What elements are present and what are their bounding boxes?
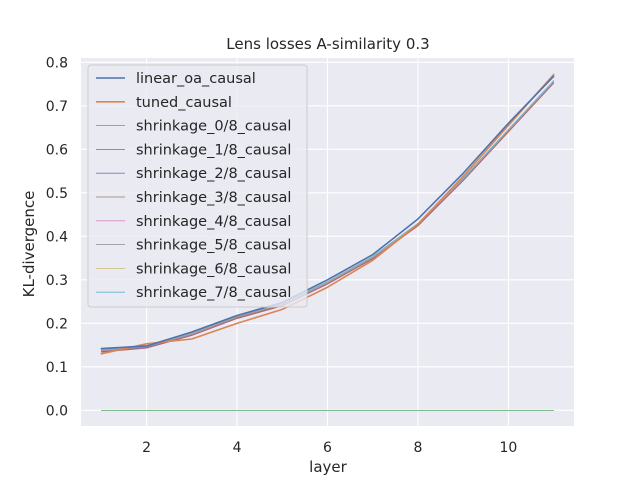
- x-tick-label: 2: [142, 440, 151, 456]
- series-line: [100, 73, 555, 355]
- y-tick-label: 0.7: [46, 99, 68, 115]
- y-tick-label: 0.6: [46, 142, 68, 158]
- x-tick-label: 6: [323, 440, 332, 456]
- legend-label: shrinkage_4/8_causal: [136, 214, 291, 230]
- legend-label: shrinkage_3/8_causal: [136, 190, 291, 206]
- y-tick-label: 0.1: [46, 360, 68, 376]
- legend-label: shrinkage_7/8_causal: [136, 285, 291, 301]
- y-tick-label: 0.0: [46, 403, 68, 419]
- x-tick-labels: 2 4 6 8 10: [142, 440, 517, 456]
- series-line: [100, 75, 555, 350]
- legend-box: [87, 64, 308, 308]
- x-tick-label: 10: [500, 440, 518, 456]
- legend-label: shrinkage_1/8_causal: [136, 142, 291, 158]
- y-axis-label: KL-divergence: [20, 191, 38, 298]
- y-tick-label: 0.4: [46, 229, 68, 245]
- legend-label: shrinkage_6/8_causal: [136, 261, 291, 277]
- x-tick-label: 8: [413, 440, 422, 456]
- y-tick-label: 0.5: [46, 186, 68, 202]
- legend-label: shrinkage_0/8_causal: [136, 119, 291, 135]
- legend-label: shrinkage_5/8_causal: [136, 238, 291, 254]
- legend-label: tuned_causal: [136, 95, 232, 111]
- y-tick-label: 0.2: [46, 316, 68, 332]
- chart-title: Lens losses A-similarity 0.3: [226, 35, 429, 53]
- x-axis-label: layer: [309, 458, 347, 476]
- y-tick-labels: 0.0 0.1 0.2 0.3 0.4 0.5 0.6 0.7 0.8: [46, 55, 68, 419]
- y-tick-label: 0.3: [46, 273, 68, 289]
- legend: linear_oa_causal tuned_causal shrinkage_0/…: [87, 64, 308, 308]
- y-tick-label: 0.8: [46, 55, 68, 71]
- legend-label: linear_oa_causal: [136, 71, 256, 87]
- x-tick-label: 4: [233, 440, 242, 456]
- series-lines: [100, 73, 555, 411]
- legend-label: shrinkage_2/8_causal: [136, 166, 291, 182]
